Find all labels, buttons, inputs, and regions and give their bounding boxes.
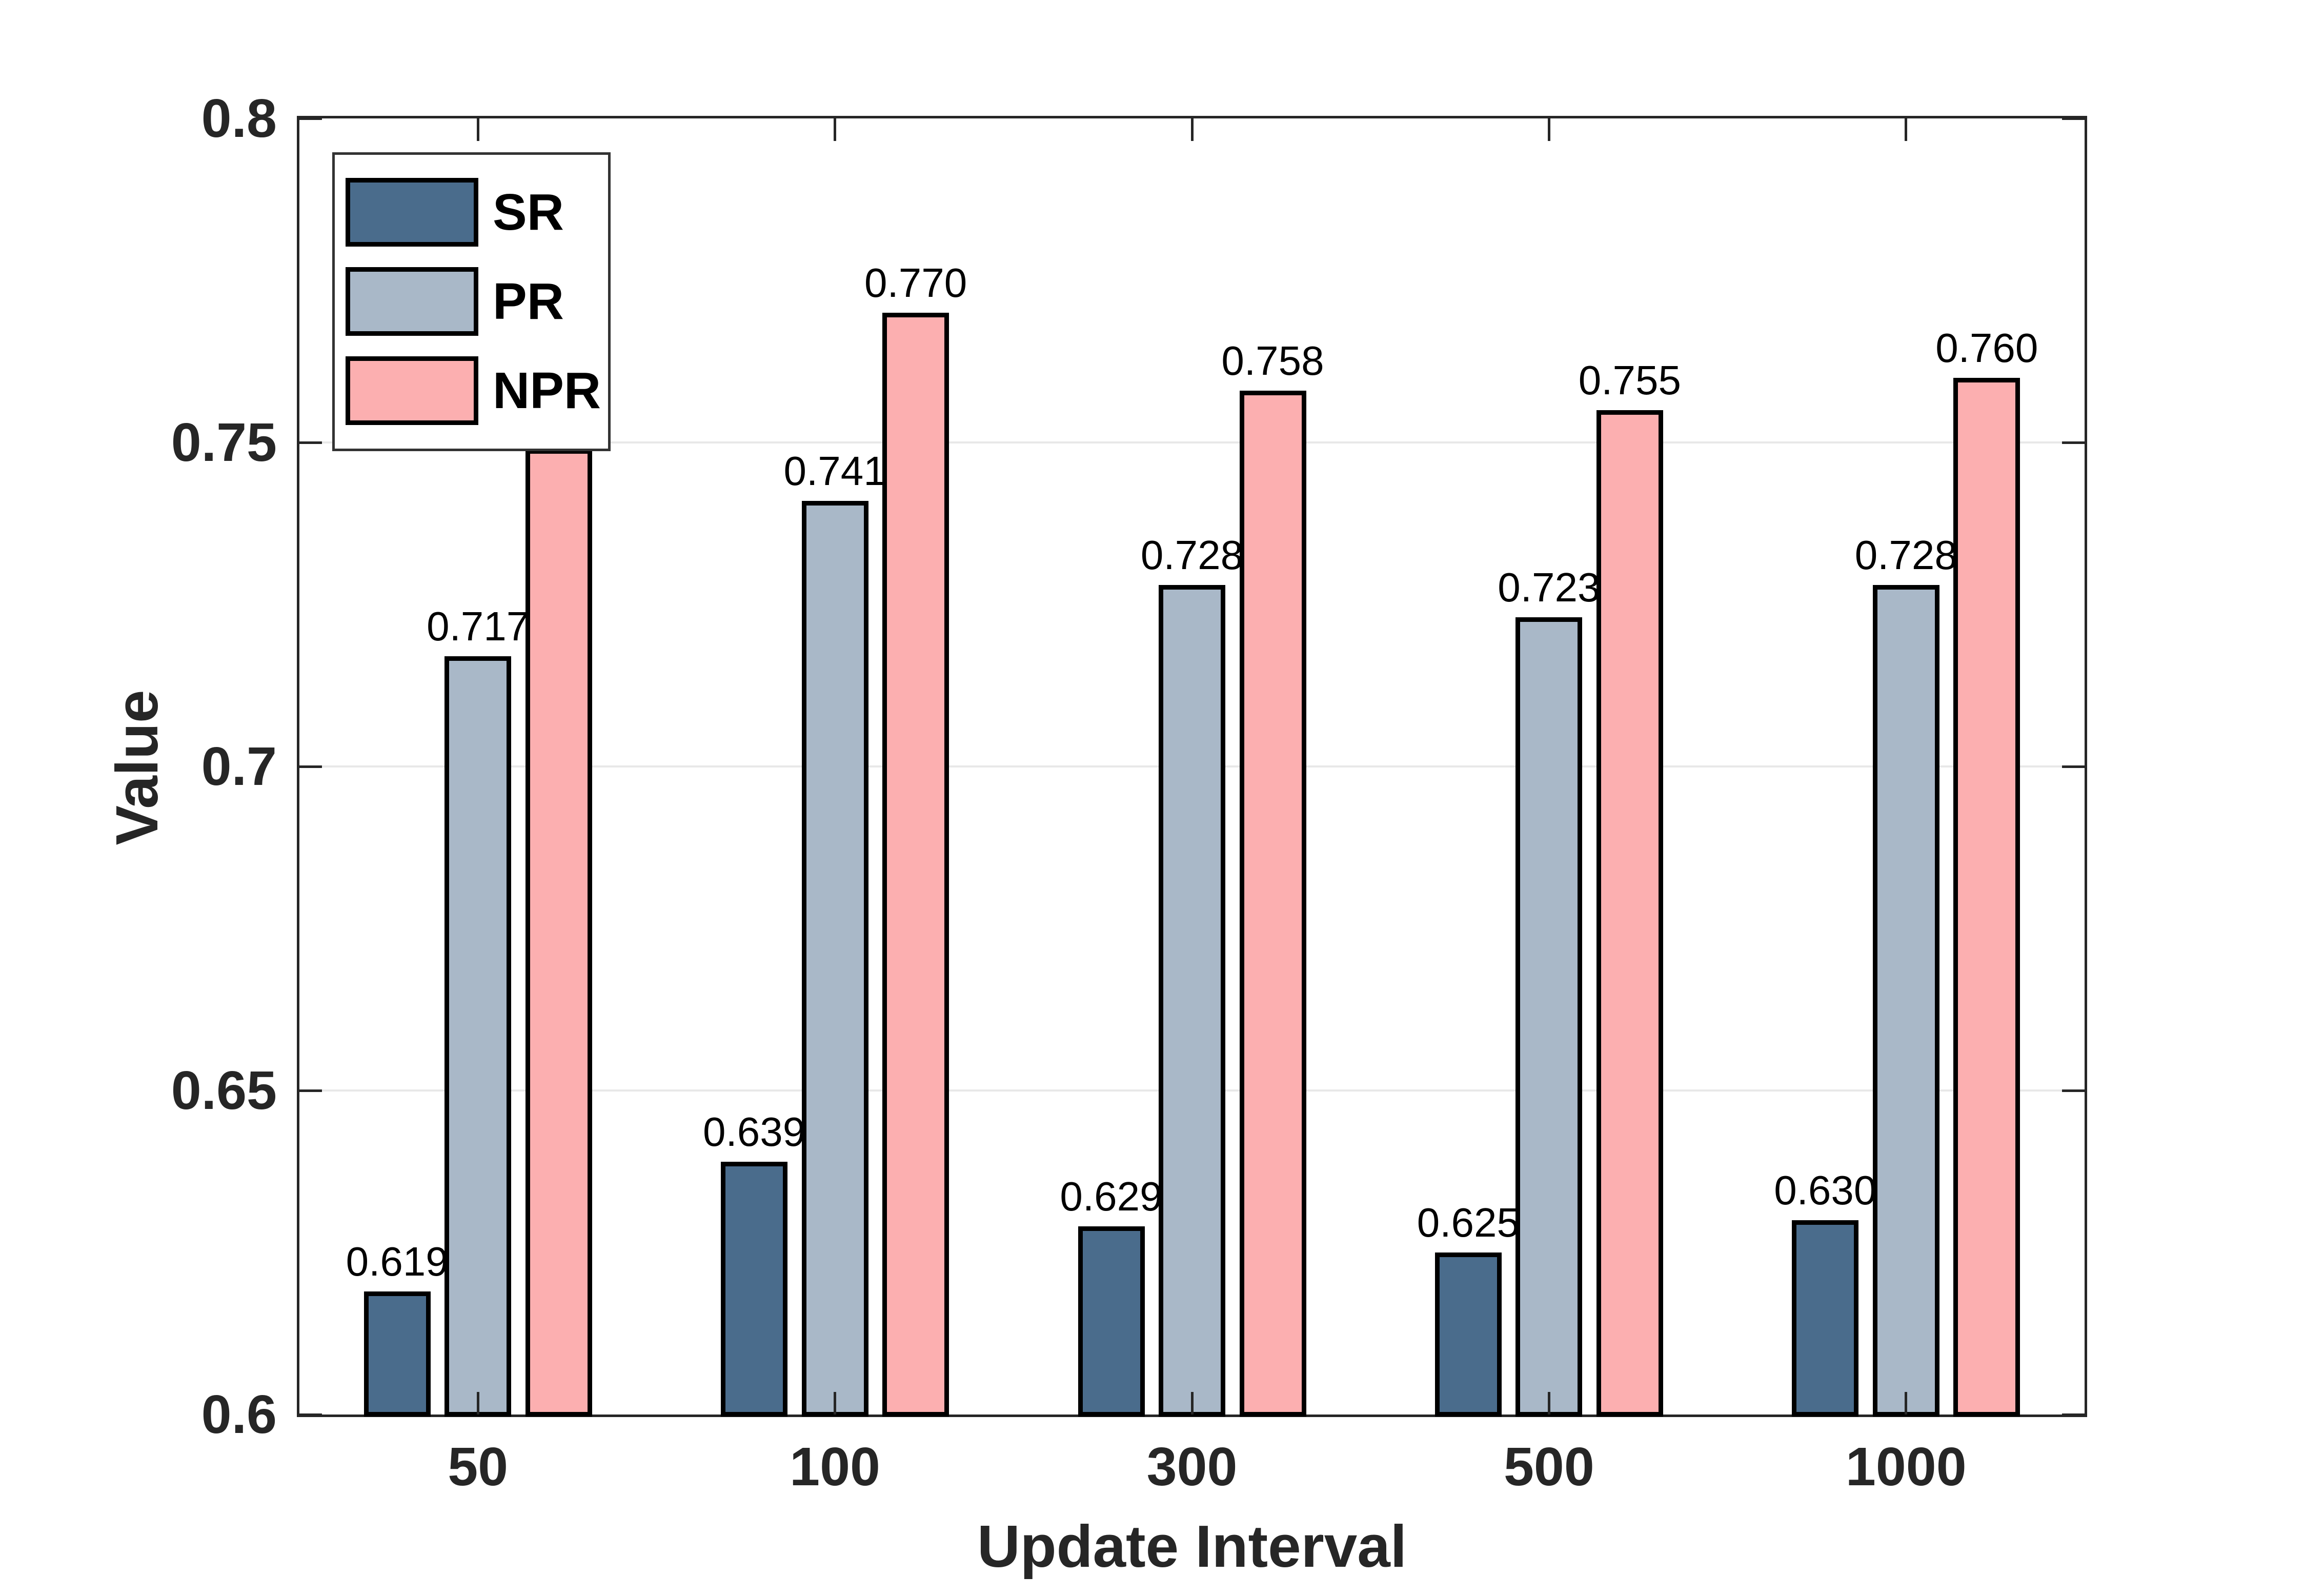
bar-pr-1000	[1872, 585, 1939, 1417]
bar-value-label-sr-300: 0.629	[1060, 1174, 1163, 1220]
legend-item-npr: NPR	[346, 356, 601, 425]
y-tick-label-0.6: 0.6	[201, 1384, 277, 1445]
top-x-tick-300	[1190, 118, 1194, 141]
legend-item-sr: SR	[346, 178, 564, 247]
bar-value-label-npr-100: 0.770	[864, 260, 967, 306]
bottom-x-tick-300	[1190, 1392, 1194, 1415]
bar-pr-100	[801, 500, 868, 1417]
bar-value-label-pr-50: 0.717	[427, 603, 530, 650]
bar-value-label-npr-300: 0.758	[1221, 337, 1324, 383]
left-y-tick-0.65	[299, 1089, 322, 1092]
bar-npr-300	[1239, 390, 1306, 1417]
bar-value-label-pr-1000: 0.728	[1854, 532, 1957, 578]
left-y-tick-0.75	[299, 441, 322, 444]
bar-npr-100	[882, 313, 949, 1417]
x-tick-label-1000: 1000	[1845, 1437, 1967, 1497]
bar-pr-50	[444, 656, 512, 1417]
top-x-tick-50	[476, 118, 479, 141]
right-y-tick-0.6	[2062, 1413, 2085, 1416]
bar-sr-300	[1078, 1226, 1145, 1417]
npr-color-swatch	[346, 356, 478, 425]
right-y-tick-0.75	[2062, 441, 2085, 444]
bar-pr-500	[1515, 617, 1583, 1417]
bar-value-label-sr-500: 0.625	[1417, 1200, 1520, 1245]
bar-npr-1000	[1953, 377, 2020, 1417]
pr-color-swatch	[346, 267, 478, 336]
bar-value-label-pr-300: 0.728	[1140, 532, 1244, 578]
bar-value-label-npr-500: 0.755	[1578, 357, 1681, 403]
x-tick-label-300: 300	[1146, 1437, 1238, 1497]
bar-pr-300	[1159, 585, 1225, 1417]
top-x-tick-1000	[1905, 118, 1908, 141]
bar-sr-100	[721, 1162, 788, 1417]
left-y-tick-0.6	[299, 1413, 322, 1416]
bar-sr-50	[363, 1291, 431, 1417]
right-y-tick-0.8	[2062, 117, 2085, 120]
bar-value-label-pr-100: 0.741	[783, 448, 886, 494]
bar-npr-50	[525, 449, 592, 1417]
bottom-x-tick-500	[1547, 1392, 1550, 1415]
bar-value-label-sr-50: 0.619	[346, 1238, 449, 1284]
y-tick-label-0.8: 0.8	[201, 88, 277, 149]
legend-item-pr: PR	[346, 267, 564, 336]
right-y-tick-0.7	[2062, 765, 2085, 768]
legend-label-sr: SR	[493, 184, 564, 241]
legend: SR PR NPR	[332, 152, 611, 451]
legend-label-npr: NPR	[493, 362, 601, 419]
gridline-0.75	[299, 441, 2085, 443]
bottom-x-tick-1000	[1905, 1392, 1908, 1415]
bar-sr-500	[1434, 1252, 1502, 1417]
bottom-x-tick-50	[476, 1392, 479, 1415]
y-tick-label-0.65: 0.65	[171, 1060, 277, 1121]
left-y-tick-0.7	[299, 765, 322, 768]
bar-value-label-sr-1000: 0.630	[1774, 1167, 1877, 1213]
y-tick-label-0.7: 0.7	[201, 736, 277, 797]
x-axis-label: Update Interval	[977, 1513, 1407, 1580]
bar-npr-500	[1596, 410, 1663, 1417]
sr-color-swatch	[346, 178, 478, 247]
x-tick-label-100: 100	[790, 1437, 881, 1497]
right-y-tick-0.65	[2062, 1089, 2085, 1092]
bar-sr-1000	[1792, 1220, 1859, 1417]
bar-value-label-npr-1000: 0.760	[1935, 325, 2038, 371]
top-x-tick-100	[834, 118, 837, 141]
bar-value-label-pr-500: 0.723	[1498, 564, 1601, 611]
top-x-tick-500	[1547, 118, 1550, 141]
plot-area: 0.619 0.639 0.629 0.625 0.630 0.717 0.741 0.728…	[297, 116, 2087, 1417]
bottom-x-tick-100	[834, 1392, 837, 1415]
x-tick-label-50: 50	[448, 1437, 509, 1497]
left-y-tick-0.8	[299, 117, 322, 120]
x-tick-label-500: 500	[1503, 1437, 1594, 1497]
y-tick-label-0.75: 0.75	[171, 412, 277, 473]
bar-value-label-sr-100: 0.639	[702, 1109, 806, 1155]
legend-label-pr: PR	[493, 273, 564, 330]
